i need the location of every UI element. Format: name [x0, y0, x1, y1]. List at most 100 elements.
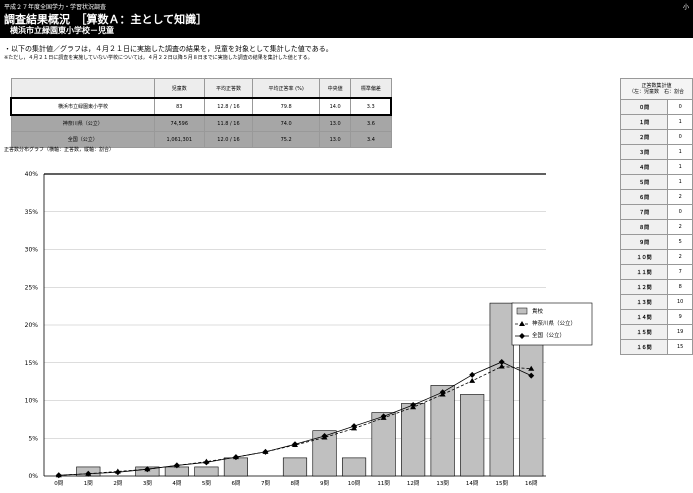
cell-value: 74,596 — [154, 114, 205, 132]
cell-value: 3.3 — [350, 97, 393, 116]
summary-header-row: 児童数 平均正答数 平均正答率 (%) 中央値 標準偏差 — [10, 78, 392, 99]
table-row: 横浜市立緑園東小学校 83 12.8 / 16 79.8 14.0 3.3 — [10, 97, 393, 116]
bar — [460, 394, 485, 477]
table-row: ０問 0 — [619, 99, 693, 115]
summary-header-median: 中央値 — [318, 78, 352, 99]
table-row: １１問 7 — [619, 264, 693, 280]
data-point — [55, 472, 62, 479]
note-sub: ※ただし，４月２１日に調査を実施していない学校については，４月２２日以降５月８日… — [4, 55, 313, 61]
table-row: ６問 2 — [619, 189, 693, 205]
cell-value: 79.8 — [252, 97, 320, 116]
legend-label: 神奈川県（公立） — [532, 319, 576, 327]
summary-header-rate: 平均正答率 (%) — [252, 78, 320, 99]
cell-value: 74.0 — [252, 114, 320, 132]
student-count: 10 — [667, 294, 693, 310]
bar — [401, 403, 426, 477]
x-tick-label: 9問 — [320, 480, 329, 487]
data-point — [439, 389, 446, 396]
count-table-header: 正答数集計値 （左：児童数 右：割合 — [620, 78, 693, 100]
row-label: 神奈川県（公立） — [10, 114, 155, 132]
x-tick-label: 2問 — [113, 480, 122, 487]
table-row: ５問 1 — [619, 174, 693, 190]
note-main: ・以下の集計値／グラフは，４月２１日に実施した調査の結果を，児童を対象として集計… — [4, 45, 333, 53]
student-count: 2 — [667, 189, 693, 205]
bar — [489, 302, 514, 477]
data-point — [498, 358, 505, 365]
legend-label: 全国（公立） — [532, 331, 565, 339]
cell-value: 3.4 — [350, 131, 392, 148]
table-row: 神奈川県（公立） 74,596 11.8 / 16 74.0 13.0 3.6 — [10, 114, 392, 132]
x-tick-label: 8問 — [291, 480, 300, 487]
question-count-label: ８問 — [619, 219, 669, 235]
student-count: 2 — [667, 249, 693, 265]
question-count-label: １２問 — [619, 279, 669, 295]
data-point — [498, 363, 505, 369]
banner-right-text: 小 — [682, 4, 689, 11]
x-tick-label: 6問 — [231, 480, 240, 487]
data-point — [144, 466, 151, 473]
graph-title: 正答数分布グラフ（横軸：正答数，縦軸：割合） — [4, 147, 115, 153]
question-count-label: ３問 — [619, 144, 669, 160]
x-tick-label: 4問 — [172, 480, 181, 487]
survey-name: 平成２７年度全国学力・学習状況調査 — [4, 4, 107, 11]
x-tick-label: 5問 — [202, 480, 211, 487]
summary-header-blank — [10, 78, 155, 99]
table-row: １０問 2 — [619, 249, 693, 265]
legend-swatch — [516, 307, 528, 315]
y-tick-label: 5% — [28, 435, 38, 442]
data-point — [469, 371, 476, 378]
cell-value: 12.8 / 16 — [203, 97, 254, 116]
data-point — [528, 372, 535, 379]
count-table: 正答数集計値 （左：児童数 右：割合 ０問 0 １問 1 ２問 0 ３問 1 ４問 1 ５問 1 ６問 2… — [619, 78, 693, 355]
data-point — [203, 459, 210, 466]
legend-label: 貴校 — [532, 307, 544, 315]
distribution-chart: 0% 5% 10% 15% 20% 25% 30% 35% 40% 0問 1問 2問 3問 4問 5問 6問 7… — [25, 171, 593, 487]
x-tick-label: 0問 — [54, 480, 63, 487]
question-count-label: ９問 — [619, 234, 669, 250]
x-tick-label: 11問 — [377, 480, 390, 487]
series-line — [58, 366, 532, 476]
bar — [282, 457, 308, 477]
bar — [194, 466, 219, 477]
student-count: 0 — [667, 99, 693, 115]
data-point — [232, 454, 239, 461]
school-name: 横浜市立緑園東小学校－児童 — [10, 26, 114, 35]
cell-value: 13.0 — [318, 114, 352, 132]
legend-marker — [519, 333, 525, 339]
table-row: １問 1 — [619, 114, 693, 130]
title-banner: 平成２７年度全国学力・学習状況調査 調査結果概況 ［算数Ａ：主として知識］ 横浜… — [0, 0, 693, 38]
question-count-label: ４問 — [619, 159, 669, 175]
data-point — [292, 441, 298, 448]
data-point — [380, 413, 387, 420]
bar — [430, 385, 455, 477]
x-tick-label: 10問 — [348, 480, 361, 487]
x-tick-label: 16問 — [525, 480, 538, 487]
student-count: 0 — [667, 204, 693, 220]
student-count: 9 — [667, 309, 693, 325]
x-tick-label: 1問 — [84, 480, 93, 487]
cell-value: 12.0 / 16 — [203, 131, 254, 148]
data-point — [321, 432, 328, 439]
y-tick-label: 40% — [25, 171, 39, 178]
question-count-label: ６問 — [619, 189, 669, 205]
student-count: 15 — [667, 339, 693, 355]
y-tick-label: 0% — [28, 473, 38, 480]
student-count: 7 — [667, 264, 693, 280]
summary-table: 児童数 平均正答数 平均正答率 (%) 中央値 標準偏差 横浜市立緑園東小学校 … — [10, 78, 393, 148]
data-point — [528, 365, 535, 371]
question-count-label: １４問 — [619, 309, 669, 325]
student-count: 2 — [667, 219, 693, 235]
table-row: ２問 0 — [619, 129, 693, 145]
count-table-title: 正答数集計値 （左：児童数 右：割合 — [620, 78, 693, 100]
x-tick-label: 13問 — [436, 480, 449, 487]
cell-value: 14.0 — [318, 97, 352, 116]
cell-value: 13.0 — [318, 131, 352, 148]
x-tick-label: 7問 — [261, 480, 270, 487]
x-tick-label: 3問 — [143, 480, 152, 487]
student-count: 1 — [667, 159, 693, 175]
summary-header-sd: 標準偏差 — [350, 78, 392, 99]
data-point — [173, 462, 180, 469]
question-count-label: ５問 — [619, 174, 669, 190]
cell-value: 75.2 — [252, 131, 320, 148]
cell-value: 3.6 — [350, 114, 392, 132]
